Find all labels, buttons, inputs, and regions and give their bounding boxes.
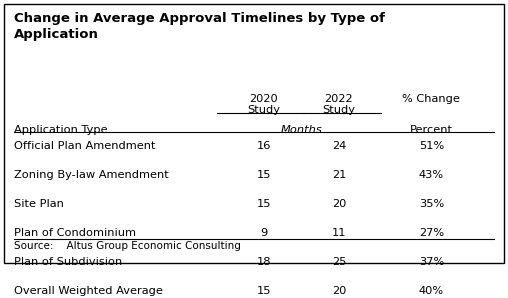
- Text: % Change: % Change: [402, 94, 460, 103]
- Text: 51%: 51%: [419, 142, 444, 151]
- Text: 18: 18: [257, 257, 271, 268]
- Text: Plan of Condominium: Plan of Condominium: [14, 229, 136, 238]
- Text: Zoning By-law Amendment: Zoning By-law Amendment: [14, 170, 169, 181]
- Text: Percent: Percent: [410, 125, 453, 135]
- Text: 9: 9: [261, 229, 268, 238]
- Text: 15: 15: [257, 170, 271, 181]
- Text: Plan of Subdivision: Plan of Subdivision: [14, 257, 122, 268]
- Text: 21: 21: [332, 170, 346, 181]
- Text: 11: 11: [332, 229, 346, 238]
- Text: 2020
Study: 2020 Study: [247, 94, 280, 115]
- Text: 20: 20: [332, 199, 346, 209]
- Text: 25: 25: [332, 257, 346, 268]
- Text: 40%: 40%: [419, 286, 444, 297]
- Text: Official Plan Amendment: Official Plan Amendment: [14, 142, 155, 151]
- Text: 15: 15: [257, 286, 271, 297]
- Text: 16: 16: [257, 142, 271, 151]
- Text: Overall Weighted Average: Overall Weighted Average: [14, 286, 163, 297]
- Text: 27%: 27%: [419, 229, 444, 238]
- Text: 20: 20: [332, 286, 346, 297]
- Text: 35%: 35%: [419, 199, 444, 209]
- Text: Site Plan: Site Plan: [14, 199, 64, 209]
- Text: 15: 15: [257, 199, 271, 209]
- Text: 24: 24: [332, 142, 346, 151]
- Text: Application Type: Application Type: [14, 125, 108, 135]
- Text: Source:    Altus Group Economic Consulting: Source: Altus Group Economic Consulting: [14, 241, 241, 251]
- Text: Change in Average Approval Timelines by Type of
Application: Change in Average Approval Timelines by …: [14, 12, 385, 41]
- Text: 43%: 43%: [419, 170, 444, 181]
- Text: 2022
Study: 2022 Study: [323, 94, 356, 115]
- Text: Months: Months: [280, 125, 323, 135]
- Text: 37%: 37%: [419, 257, 444, 268]
